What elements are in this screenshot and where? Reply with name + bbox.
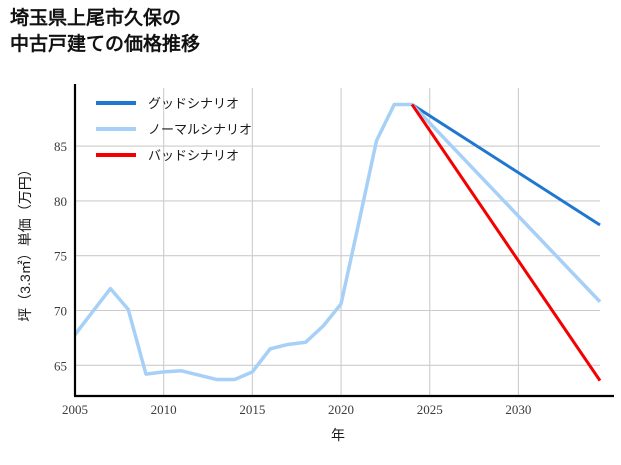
series-line-1 [73,102,602,382]
series-line-0 [411,103,601,227]
x-tick-labels-group: 2005 2010 2015 2020 2025 2030 [62,402,531,417]
legend-label-0: グッドシナリオ [148,96,239,111]
legend-label-1: ノーマルシナリオ [148,122,252,137]
y-tick-label: 70 [54,304,67,319]
y-tick-label: 65 [54,358,67,373]
y-tick-label: 80 [54,194,67,209]
x-axis-title: 年 [331,427,345,443]
x-tick-label: 2015 [239,402,265,417]
axes-group [73,84,614,398]
chart-title-line-2: 中古戸建ての価格推移 [10,34,201,55]
x-tick-label: 2010 [151,402,177,417]
y-tick-label: 75 [54,249,67,264]
y-tick-label: 85 [54,139,67,154]
chart-title-line-1: 埼玉県上尾市久保の [10,8,182,29]
series-lines-group [73,102,602,382]
legend-label-2: バッドシナリオ [148,148,239,163]
x-tick-label: 2005 [62,402,88,417]
x-tick-label: 2030 [505,402,531,417]
y-tick-labels-group: 65 70 75 80 85 [54,139,67,373]
series-line-2 [410,103,602,382]
x-tick-label: 2020 [328,402,354,417]
gridlines-group [74,88,600,396]
chart-title: 埼玉県上尾市久保の 中古戸建ての価格推移 [10,6,200,58]
y-axis-title: 坪（3.3㎡）単価（万円） [17,162,33,321]
x-tick-label: 2025 [417,402,443,417]
